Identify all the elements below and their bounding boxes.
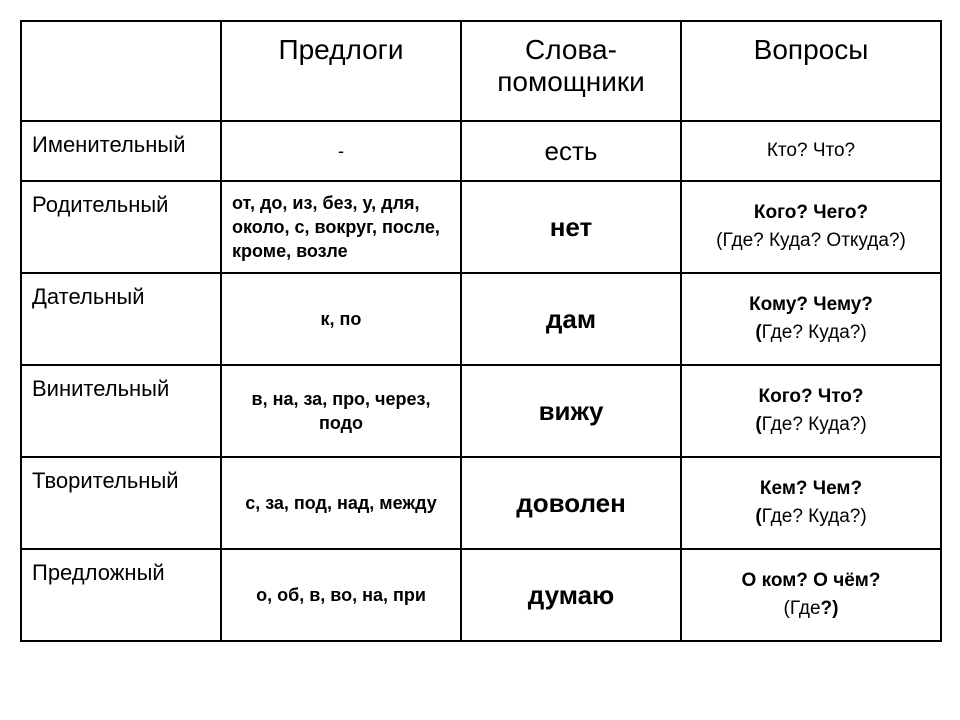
table-row: Предложныйо, об, в, во, на, придумаюО ко… [21,549,941,641]
table-row: Дательныйк, подамКому? Чему?(Где? Куда?) [21,273,941,365]
question-main: Кого? Чего? [692,199,930,228]
prepositions-cell: от, до, из, без, у, для, около, с, вокру… [221,181,461,273]
prepositions-cell: с, за, под, над, между [221,457,461,549]
table-row: Родительныйот, до, из, без, у, для, окол… [21,181,941,273]
question-main: Кем? Чем? [692,475,930,504]
table-row: Именительный-есть Кто? Что? [21,121,941,181]
table-row: Винительныйв, на, за, про, через, подови… [21,365,941,457]
case-name-cell: Дательный [21,273,221,365]
question-main: О ком? О чём? [692,567,930,596]
header-questions: Вопросы [681,21,941,121]
question-sub: (Где? Куда?) [692,411,930,440]
question-sub: (Где? Куда?) [692,319,930,348]
case-name-cell: Винительный [21,365,221,457]
question-main: Кто? Что? [692,137,930,166]
header-row: Предлоги Слова-помощники Вопросы [21,21,941,121]
header-helpers: Слова-помощники [461,21,681,121]
helper-word-cell: нет [461,181,681,273]
question-sub: (Где? Куда?) [692,503,930,532]
prepositions-cell: в, на, за, про, через, подо [221,365,461,457]
case-name-cell: Предложный [21,549,221,641]
table-body: Именительный-есть Кто? Что? Родительныйот,… [21,121,941,641]
question-sub: (Где?) [692,595,930,624]
questions-cell: Кого? Чего?(Где? Куда? Откуда?) [681,181,941,273]
questions-cell: О ком? О чём?(Где?) [681,549,941,641]
header-empty [21,21,221,121]
header-prepositions: Предлоги [221,21,461,121]
prepositions-cell: к, по [221,273,461,365]
helper-word-cell: думаю [461,549,681,641]
helper-word-cell: доволен [461,457,681,549]
table-row: Творительныйс, за, под, над, междудоволе… [21,457,941,549]
questions-cell: Кем? Чем?(Где? Куда?) [681,457,941,549]
question-main: Кому? Чему? [692,291,930,320]
cases-table: Предлоги Слова-помощники Вопросы Имените… [20,20,942,642]
question-main: Кого? Что? [692,383,930,412]
case-name-cell: Творительный [21,457,221,549]
questions-cell: Кому? Чему?(Где? Куда?) [681,273,941,365]
helper-word-cell: вижу [461,365,681,457]
prepositions-cell: о, об, в, во, на, при [221,549,461,641]
case-name-cell: Именительный [21,121,221,181]
prepositions-cell: - [221,121,461,181]
questions-cell: Кого? Что?(Где? Куда?) [681,365,941,457]
question-sub: (Где? Куда? Откуда?) [692,227,930,256]
case-name-cell: Родительный [21,181,221,273]
questions-cell: Кто? Что? [681,121,941,181]
helper-word-cell: дам [461,273,681,365]
helper-word-cell: есть [461,121,681,181]
